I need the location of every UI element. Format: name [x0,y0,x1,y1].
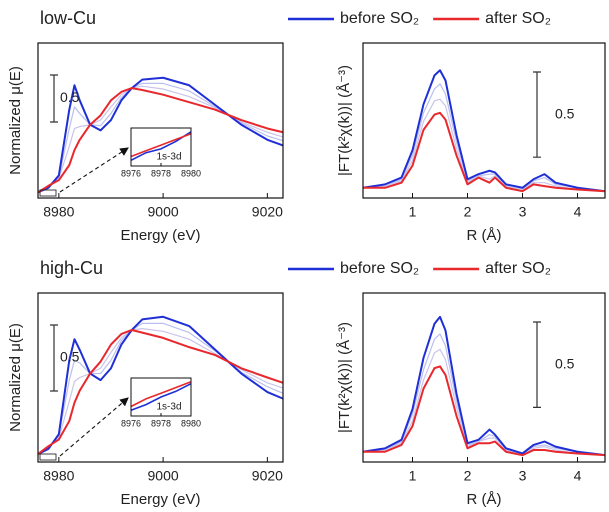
inset-x-tick-label: 8976 [121,168,141,178]
inset-background [131,128,191,166]
data-line [363,365,606,457]
y-axis-label: Normalized μ(E) [7,66,24,175]
scale-bar [533,321,541,408]
scale-bar-label: 0.5 [555,105,575,121]
scale-bar-label: 0.5 [555,355,575,371]
inset-arrow [59,397,129,457]
scale-bar-label: 0.5 [60,349,80,365]
plot-frame [37,42,284,199]
x-tick-label: 4 [574,204,582,220]
legend-label: before SO₂ [340,10,419,27]
inset-arrow [59,147,129,193]
x-tick-label: 4 [574,468,582,484]
panel-title: low-Cu [40,8,96,28]
inset-x-tick-label: 8978 [151,168,171,178]
data-line [37,85,284,193]
data-line [362,69,606,193]
plot-frame [37,292,284,463]
x-axis-label: Energy (eV) [120,491,200,508]
y-axis-label: Normalized μ(E) [7,323,24,432]
x-tick-label: 9000 [148,468,179,484]
x-tick-label: 8980 [43,204,74,220]
legend-label: before SO₂ [340,260,419,277]
x-tick-label: 9020 [252,204,283,220]
x-tick-label: 2 [464,204,472,220]
inset-x-tick-label: 8976 [121,418,141,428]
x-tick-label: 2 [464,468,472,484]
legend-label: after SO₂ [485,260,551,277]
inset-source-box [39,453,57,461]
x-tick-label: 1 [409,204,417,220]
data-line [363,111,606,193]
scale-bar [50,74,58,123]
inset-x-tick-label: 8978 [151,418,171,428]
x-axis-label: Energy (eV) [120,227,200,244]
x-tick-label: 3 [519,204,527,220]
data-line [362,315,606,457]
legend-label: after SO₂ [485,10,551,27]
data-line [362,348,606,456]
inset-x-tick-label: 8980 [181,168,201,178]
inset-line [130,382,192,412]
inset-annotation: 1s-3d [156,402,181,413]
panel-title: high-Cu [40,258,103,278]
data-line [37,87,284,194]
scale-bar [533,71,541,158]
x-axis-label: R (Å) [467,491,502,508]
y-axis-label: |FT(k²χ(k))| (Å⁻³) [336,65,353,176]
plot-frame [362,42,606,199]
x-tick-label: 1 [409,468,417,484]
x-tick-label: 9020 [252,468,283,484]
x-axis-label: R (Å) [467,227,502,244]
plot-frame [362,292,606,463]
inset-annotation: 1s-3d [156,152,181,163]
data-line [37,328,284,455]
y-axis-label: |FT(k²χ(k))| (Å⁻³) [336,322,353,433]
inset-source-box [39,189,57,197]
data-line [362,98,606,192]
x-tick-label: 3 [519,468,527,484]
inset-line [130,132,192,158]
data-line [37,76,284,194]
x-tick-label: 8980 [43,468,74,484]
inset-line [130,381,192,408]
inset-x-tick-label: 8980 [181,418,201,428]
scale-bar [50,324,58,392]
data-line [37,315,284,455]
scale-bar-label: 0.5 [60,89,80,105]
data-line [362,333,606,456]
data-line [362,83,606,192]
x-tick-label: 9000 [148,204,179,220]
